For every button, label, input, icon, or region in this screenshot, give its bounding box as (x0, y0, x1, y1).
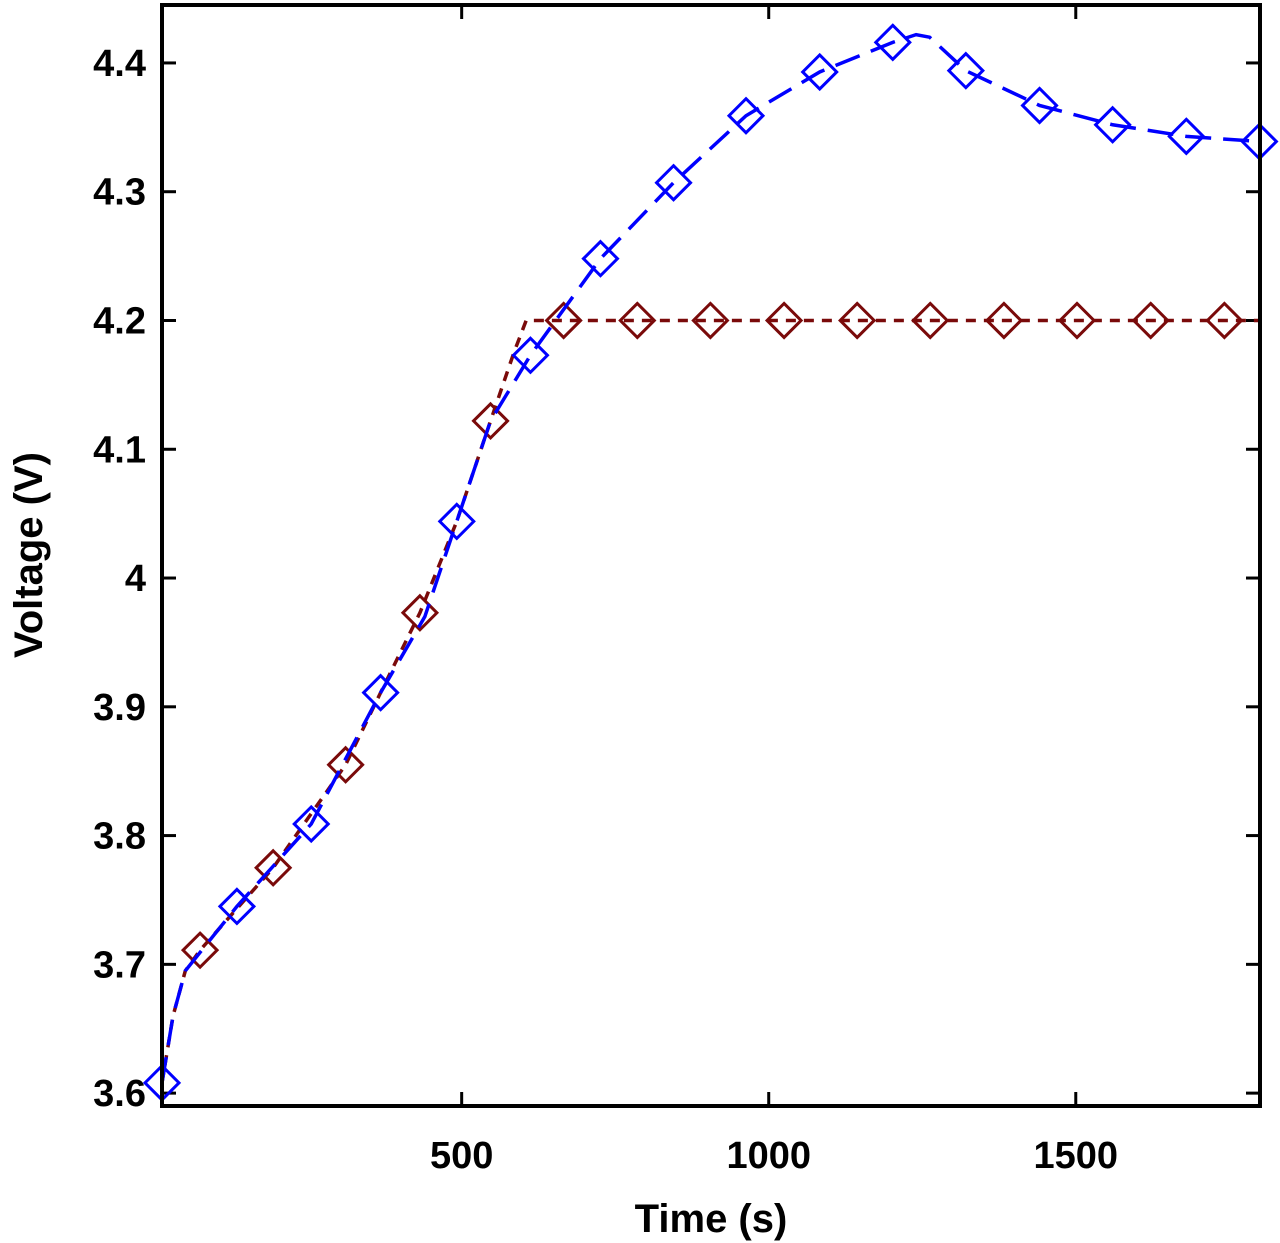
y-tick-label: 3.9 (93, 687, 146, 729)
x-tick-label: 500 (430, 1135, 493, 1177)
data-point-marker (1167, 117, 1206, 156)
series-1 (160, 301, 1260, 1084)
data-point-marker (581, 239, 620, 278)
y-tick-label: 4.1 (93, 429, 146, 471)
data-point-marker (544, 301, 583, 340)
data-point-marker (254, 848, 293, 887)
data-point-marker (838, 301, 877, 340)
y-tick-label: 4.2 (93, 300, 146, 342)
x-tick-label: 1500 (1033, 1135, 1118, 1177)
data-point-marker (1057, 301, 1097, 340)
data-point-marker (691, 301, 730, 340)
data-point-marker (873, 23, 912, 62)
x-axis-label: Time (s) (635, 1197, 788, 1241)
series-0 (142, 23, 1279, 1102)
data-point-marker (1131, 301, 1170, 340)
data-point-marker (764, 301, 804, 340)
plot-frame (160, 3, 1262, 1108)
data-point-marker (618, 301, 657, 340)
data-point-marker (800, 52, 839, 92)
data-point-marker (1205, 301, 1244, 340)
series-line (160, 32, 1260, 1084)
y-tick-label: 3.7 (93, 944, 146, 986)
data-point-marker (984, 301, 1024, 340)
data-point-marker (326, 745, 365, 784)
series-layer (142, 23, 1279, 1102)
data-point-marker (292, 804, 331, 844)
data-point-marker (471, 401, 510, 441)
data-point-marker (217, 887, 257, 926)
y-tick-label: 4.4 (93, 43, 146, 85)
data-point-marker (726, 96, 766, 135)
series-line (160, 318, 1260, 1084)
data-point-marker (654, 163, 693, 202)
data-point-marker (400, 593, 440, 632)
y-tick-label: 3.6 (93, 1073, 146, 1115)
y-tick-label: 3.8 (93, 816, 146, 858)
data-point-marker (361, 673, 400, 712)
data-point-marker (437, 502, 476, 541)
data-point-marker (180, 931, 220, 970)
data-point-marker (1093, 105, 1132, 144)
ticks: 500 1000 1500 3.6 3.7 3.8 3.9 4 4.1 4.2 4.3 4.4 (93, 5, 1260, 1177)
y-axis-label: Voltage (V) (7, 452, 51, 658)
data-point-marker (911, 301, 950, 340)
y-tick-label: 4.3 (93, 172, 146, 214)
data-point-marker (1020, 86, 1059, 125)
y-tick-label: 4 (125, 558, 146, 600)
data-point-marker (511, 336, 550, 375)
x-tick-label: 1000 (726, 1135, 811, 1177)
data-point-marker (946, 51, 985, 90)
